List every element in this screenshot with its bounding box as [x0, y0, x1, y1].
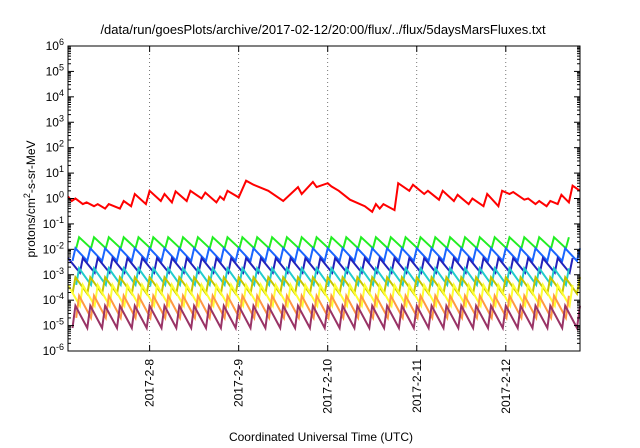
x-tick-label: 2017-2-9 [232, 359, 246, 407]
series-line-1 [75, 235, 570, 251]
series-line-8 [71, 302, 581, 332]
x-axis: 2017-2-8 2017-2-9 2017-2-10 2017-2-11 2017-2… [143, 46, 513, 414]
x-tick-label: 2017-2-10 [321, 359, 335, 414]
y-axis-label-suffix: -s-sr-MeV [24, 140, 38, 193]
y-tick-exp: -1 [56, 215, 64, 225]
y-tick-base: 10 [46, 166, 60, 180]
series-layer [67, 179, 581, 332]
y-tick-base: 10 [46, 141, 60, 155]
series-line-0 [67, 179, 581, 214]
y-tick-base: 10 [46, 115, 60, 129]
y-tick-exp: 4 [59, 88, 64, 98]
plot-area [67, 45, 581, 352]
y-tick-label: 10-5 [43, 317, 64, 333]
y-tick-label: 10-3 [43, 266, 64, 282]
y-tick-base: 10 [46, 64, 60, 78]
series-line-3 [67, 255, 574, 275]
y-tick-exp: -6 [56, 342, 64, 352]
series-line-2 [71, 246, 581, 263]
y-tick-base: 10 [46, 90, 60, 104]
y-tick-base: 10 [43, 319, 57, 333]
y-axis-label-prefix: protons/cm [24, 198, 38, 257]
y-tick-label: 106 [46, 37, 64, 53]
y-tick-label: 10-4 [43, 291, 64, 307]
y-tick-base: 10 [43, 268, 57, 282]
y-tick-label: 100 [46, 190, 64, 206]
y-tick-label: 10-2 [43, 240, 64, 256]
series-line-5 [71, 274, 581, 297]
y-tick-exp: -2 [56, 240, 64, 250]
y-tick-label: 101 [46, 164, 64, 180]
y-axis-label-sup: 2 [22, 193, 32, 198]
y-tick-label: 105 [46, 62, 64, 78]
chart-title: /data/run/goesPlots/archive/2017-02-12/2… [100, 22, 546, 37]
y-tick-label: 10-6 [43, 342, 64, 358]
y-tick-label: 104 [46, 88, 64, 104]
y-tick-exp: 6 [59, 37, 64, 47]
x-tick-label: 2017-2-11 [410, 359, 424, 413]
x-axis-label: Coordinated Universal Time (UTC) [229, 430, 413, 444]
y-tick-label: 10-1 [43, 215, 64, 231]
y-tick-base: 10 [43, 242, 57, 256]
y-tick-exp: 5 [59, 62, 64, 72]
y-tick-exp: 3 [59, 113, 64, 123]
y-axis-label: protons/cm2-s-sr-MeV [22, 140, 38, 257]
y-tick-exp: 0 [59, 190, 64, 200]
y-tick-label: 103 [46, 113, 64, 129]
y-tick-base: 10 [43, 293, 57, 307]
y-tick-exp: -5 [56, 317, 64, 327]
y-tick-base: 10 [43, 344, 57, 358]
y-tick-exp: 1 [59, 164, 64, 174]
x-tick-label: 2017-2-8 [143, 359, 157, 407]
y-tick-label: 102 [46, 139, 64, 155]
y-tick-base: 10 [43, 217, 57, 231]
y-tick-exp: 2 [59, 139, 64, 149]
y-tick-exp: -4 [56, 291, 64, 301]
y-axis: 10-610-510-410-310-210-11001011021031041… [43, 37, 580, 358]
y-tick-base: 10 [46, 192, 60, 206]
x-tick-label: 2017-2-12 [499, 359, 513, 414]
y-tick-base: 10 [46, 39, 60, 53]
y-tick-exp: -3 [56, 266, 64, 276]
